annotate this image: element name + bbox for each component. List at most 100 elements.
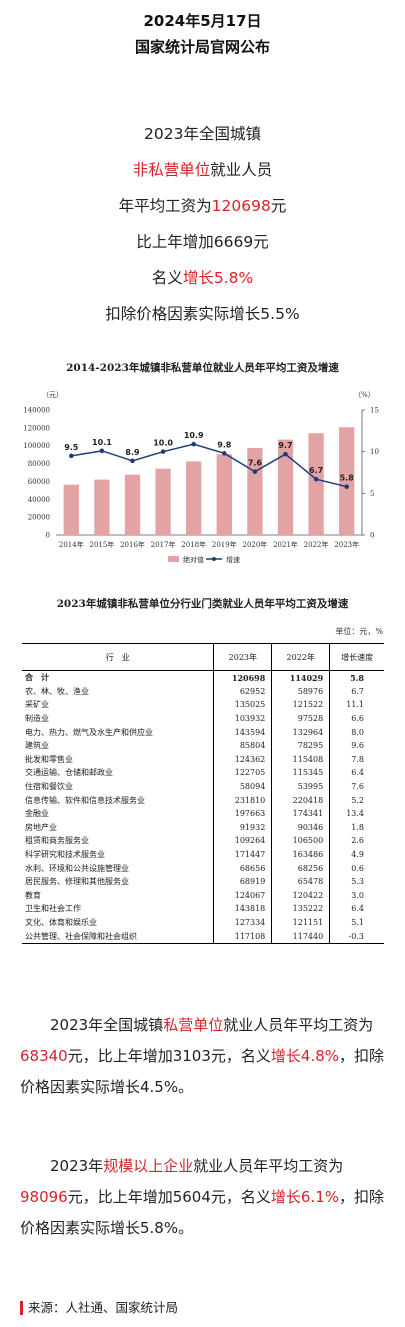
value-cell: 13.4 (329, 806, 384, 821)
value-cell: 97528 (271, 711, 330, 726)
growth-label: 10.1 (92, 438, 112, 447)
industry-cell: 采矿业 (25, 700, 49, 710)
publish-date: 2024年5月17日 (143, 12, 262, 30)
value-cell: 132964 (271, 725, 330, 739)
highlight-private-growth: 增长4.8% (270, 1047, 340, 1065)
highlight-private-wage: 68340 (20, 1047, 68, 1065)
table-row: 科学研究和技术服务业 171447 163486 4.9 (22, 847, 384, 862)
value-cell: 120422 (271, 888, 330, 903)
industry-cell: 农、林、牧、渔业 (25, 686, 89, 696)
value-cell: 127334 (213, 915, 272, 930)
value-cell: 143594 (213, 725, 272, 739)
value-cell: 1.8 (329, 820, 384, 835)
x-tick-label: 2014年 (59, 540, 84, 549)
value-cell: 11.1 (329, 698, 384, 712)
growth-point-2022年 (313, 476, 319, 482)
value-cell: 85804 (213, 738, 272, 753)
value-cell: 117108 (213, 929, 272, 944)
value-cell: 109264 (213, 834, 272, 848)
growth-point-2018年 (191, 441, 196, 447)
column-header: 增长速度 (329, 643, 384, 671)
highlight-large-enterprise: 规模以上企业 (103, 1157, 194, 1175)
summary-block: 2023年全国城镇 非私营单位就业人员 年平均工资为120698元 比上年增加6… (0, 116, 405, 332)
value-cell: 62952 (213, 684, 272, 699)
x-tick-label: 2020年 (242, 540, 267, 549)
value-cell: 6.4 (329, 902, 384, 916)
column-header: 2022年 (271, 643, 330, 671)
x-tick-label: 2016年 (120, 540, 145, 549)
column-header: 行 业 (22, 643, 214, 671)
y-tick-left: 140000 (23, 407, 50, 415)
y-tick-right: 10 (370, 448, 379, 456)
industry-cell: 水利、环境和公共设施管理业 (25, 863, 129, 873)
value-cell: 68656 (213, 861, 272, 875)
summary-line-3: 年平均工资为120698元 (0, 188, 405, 224)
x-tick-label: 2015年 (89, 540, 114, 549)
value-cell: 5.1 (329, 915, 384, 930)
bar-2015年 (94, 479, 110, 535)
value-cell: 197663 (213, 806, 272, 821)
value-cell: 121522 (271, 698, 330, 712)
x-tick-label: 2017年 (151, 540, 176, 549)
value-cell: 78295 (271, 738, 330, 753)
table-row: 公共管理、社会保障和社会组织 117108 117440 -0.3 (22, 929, 384, 944)
table-row: 电力、热力、燃气及水生产和供应业 143594 132964 8.0 (22, 725, 384, 739)
industry-cell: 交通运输、仓储和邮政业 (25, 768, 113, 778)
industry-cell: 批发和零售业 (25, 754, 73, 764)
growth-line (71, 443, 347, 488)
value-cell: 121151 (271, 915, 330, 930)
industry-cell: 电力、热力、燃气及水生产和供应业 (25, 727, 153, 737)
value-cell: 231810 (213, 793, 272, 807)
value-cell: 124067 (213, 888, 272, 903)
value-cell: 143818 (213, 902, 272, 916)
growth-label: 7.6 (248, 459, 263, 468)
growth-point-2014年 (69, 453, 74, 459)
table-row: 水利、环境和公共设施管理业 68656 68256 0.6 (22, 861, 384, 875)
bar-2021年 (277, 439, 294, 535)
summary-line-3-pre: 年平均工资为 (118, 197, 212, 215)
growth-label: 10.0 (153, 439, 173, 448)
large-enterprise-paragraph: 2023年规模以上企业就业人员年平均工资为 98096元，比上年增加5604元，名… (20, 1151, 386, 1244)
para1-text-c: 就业人员年平均工资为 (223, 1016, 374, 1034)
industry-cell: 教育 (25, 890, 41, 900)
value-cell: 53995 (271, 779, 330, 794)
value-cell: 7.8 (329, 752, 384, 767)
bar-2022年 (308, 433, 324, 535)
legend-line-marker (212, 557, 216, 561)
industry-cell: 科学研究和技术服务业 (25, 850, 105, 860)
value-cell: 114029 (271, 670, 330, 685)
table-title: 2023年城镇非私营单位分行业门类就业人员年平均工资及增速 (56, 598, 349, 610)
value-cell: 3.0 (329, 888, 384, 903)
y-tick-left: 60000 (28, 478, 50, 486)
table-row: 文化、体育和娱乐业 127334 121151 5.1 (22, 915, 384, 930)
growth-point-2016年 (130, 458, 135, 464)
industry-cell: 公共管理、社会保障和社会组织 (22, 929, 214, 944)
value-cell: 5.8 (329, 670, 384, 685)
highlight-enterprise-growth: 增长6.1% (270, 1188, 340, 1206)
value-cell: 6.4 (329, 766, 384, 780)
industry-wage-table: 行 业 2023年 2022年 增长速度 合 计 120698 114029 5.8 农、林、… (22, 643, 384, 944)
value-cell: 163486 (271, 847, 330, 862)
value-cell: 6.6 (329, 711, 384, 726)
table-row: 租赁和商务服务业 109264 106500 2.6 (22, 834, 384, 848)
legend-bar-label: 绝对值 (183, 555, 204, 564)
private-unit-paragraph: 2023年全国城镇私营单位就业人员年平均工资为 68340元，比上年增加3103元… (20, 1010, 386, 1103)
wage-chart: （元） （%） 0 20000 40000 60000 80000 100000 120000 1… (23, 391, 379, 564)
industry-cell: 住宿和餐饮业 (25, 782, 73, 792)
growth-label: 6.7 (309, 466, 323, 475)
value-cell: 8.0 (329, 725, 384, 739)
value-cell: 68919 (213, 874, 272, 889)
value-cell: 220418 (271, 793, 330, 807)
value-cell: 0.6 (329, 861, 384, 875)
value-cell: 117440 (271, 929, 330, 944)
bar-2016年 (124, 474, 141, 535)
highlight-private-unit: 私营单位 (163, 1016, 224, 1034)
para2-text-g: ，扣除价格因素实际增长5.8%。 (20, 1188, 385, 1237)
industry-cell: 金融业 (25, 809, 49, 819)
summary-line-2: 非私营单位就业人员 (0, 152, 405, 188)
y-tick-left: 120000 (23, 424, 50, 432)
table-row: 教育 124067 120422 3.0 (22, 888, 384, 903)
value-cell: 91932 (213, 820, 272, 835)
value-cell: -0.3 (329, 929, 384, 944)
table-row: 制造业 103932 97528 6.6 (22, 711, 384, 726)
